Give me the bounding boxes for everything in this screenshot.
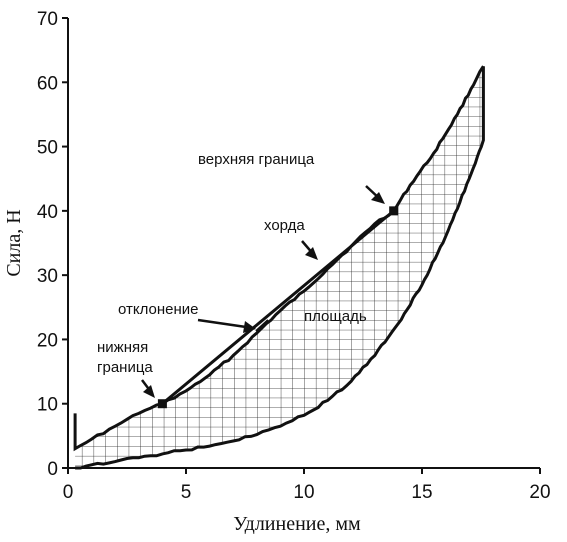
arrow-chord xyxy=(301,240,318,260)
arrow-deviation xyxy=(197,318,256,333)
y-tick-label: 50 xyxy=(37,138,58,159)
annotation-chord: хорда xyxy=(264,217,305,234)
x-tick-label: 20 xyxy=(529,482,550,503)
arrow-upper-boundary xyxy=(365,185,385,204)
y-tick-label: 60 xyxy=(37,73,58,94)
y-axis-title: Сила, Н xyxy=(3,209,25,276)
chord-start-marker xyxy=(157,399,167,409)
x-tick-label: 15 xyxy=(411,482,432,503)
y-tick-label: 0 xyxy=(47,459,58,480)
series-lower-boundary xyxy=(75,66,485,470)
area-hatch xyxy=(75,66,484,468)
series-upper-boundary xyxy=(73,65,485,452)
y-tick-label: 20 xyxy=(37,330,58,351)
annotation-upper-boundary: верхняя граница xyxy=(198,151,315,168)
y-tick-label: 70 xyxy=(37,9,58,30)
x-tick-label: 10 xyxy=(293,482,314,503)
x-tick-label: 0 xyxy=(63,482,74,503)
annotation-lower-boundary-line2: граница xyxy=(97,359,153,376)
chord-end-marker xyxy=(389,206,399,216)
annotation-area: площадь xyxy=(304,308,367,325)
x-axis-title: Удлинение, мм xyxy=(233,513,361,535)
deviation-segment xyxy=(255,319,269,332)
arrow-lower-boundary xyxy=(141,379,155,398)
y-tick-label: 10 xyxy=(37,395,58,416)
annotation-deviation: отклонение xyxy=(118,301,199,318)
chord-line xyxy=(161,209,395,405)
y-tick-label: 40 xyxy=(37,202,58,223)
x-tick-label: 5 xyxy=(181,482,192,503)
y-tick-label: 30 xyxy=(37,266,58,287)
annotation-lower-boundary-line1: нижняя xyxy=(97,339,148,356)
